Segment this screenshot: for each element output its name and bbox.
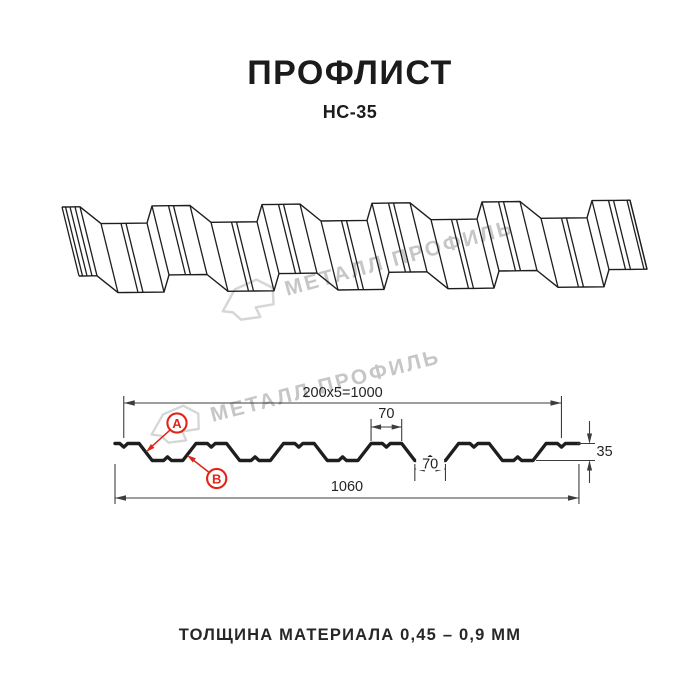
dim-rib-bottom-label: 70 [422, 457, 438, 473]
sheet-far-edge [62, 199, 631, 225]
cross-section-outline [113, 441, 581, 463]
dim-overall-label: 1060 [331, 479, 363, 495]
watermark-over-cross-section: МЕТАЛЛ ПРОФИЛЬ [141, 338, 445, 452]
point-label-b-circle [206, 467, 228, 490]
page-subtitle: НС-35 [322, 102, 378, 122]
watermark-over-3d-view: МЕТАЛЛ ПРОФИЛЬ [211, 207, 519, 329]
dimension-rib-bottom-width: 70 [414, 457, 447, 481]
dimension-height: 35 [536, 421, 613, 483]
footer-note: ТОЛЩИНА МАТЕРИАЛА 0,45 – 0,9 ММ [178, 626, 522, 644]
profile-sheet-3d-view [61, 199, 648, 294]
page-title: ПРОФЛИСТ [247, 54, 453, 92]
profile-cross-section [113, 441, 581, 463]
dimension-rib-top-width: 70 [370, 406, 403, 441]
sheet-near-edge [79, 268, 648, 294]
point-label-a: А [172, 416, 182, 431]
dim-rib-top-label: 70 [378, 406, 394, 422]
dim-pitch-label: 200x5=1000 [302, 385, 382, 401]
metall-profil-logo-icon [150, 404, 200, 444]
dimension-pitch: 200x5=1000 [123, 385, 563, 438]
point-label-a-circle [166, 412, 188, 434]
metall-profil-logo-icon [221, 278, 275, 321]
dimension-overall-width: 1060 [114, 464, 580, 504]
dim-height-label: 35 [597, 444, 613, 460]
point-labels: АВ [146, 412, 228, 490]
point-label-b: В [212, 471, 221, 486]
